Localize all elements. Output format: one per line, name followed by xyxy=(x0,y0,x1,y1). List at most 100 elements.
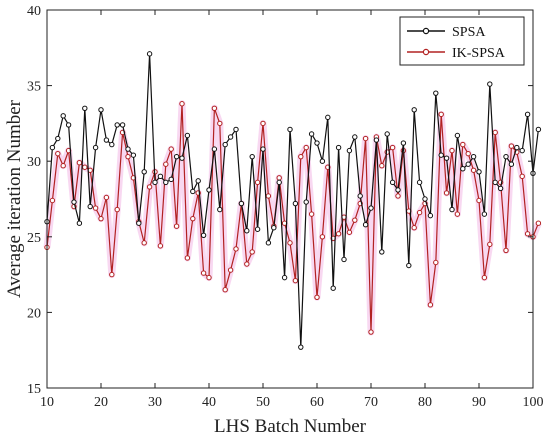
data-point-ik-spsa xyxy=(206,274,212,281)
series-spsa xyxy=(44,51,542,350)
data-point-spsa xyxy=(87,203,93,210)
x-tick-label: 50 xyxy=(256,395,270,410)
legend: SPSA IK-SPSA xyxy=(399,16,525,66)
data-point-spsa xyxy=(384,131,390,137)
series-layer xyxy=(44,51,542,350)
data-point-spsa xyxy=(535,126,542,133)
data-point-spsa xyxy=(492,179,498,186)
x-tick-label: 30 xyxy=(148,395,162,410)
data-point-ik-spsa xyxy=(460,141,466,148)
data-point-ik-spsa xyxy=(481,274,488,281)
data-point-spsa xyxy=(222,141,228,148)
data-point-ik-spsa xyxy=(60,163,66,169)
data-point-ik-spsa xyxy=(179,101,185,107)
data-point-spsa xyxy=(168,176,174,183)
data-point-spsa xyxy=(227,134,234,140)
data-point-spsa xyxy=(524,111,531,118)
y-tick-label: 30 xyxy=(27,155,41,170)
data-point-spsa xyxy=(82,105,88,111)
data-point-spsa xyxy=(481,211,488,217)
y-tick-label: 25 xyxy=(27,231,41,246)
data-point-spsa xyxy=(519,147,525,154)
y-axis-title: Average iteration Number xyxy=(4,99,25,298)
data-point-spsa xyxy=(238,200,245,207)
series-ik-spsa xyxy=(44,101,542,335)
data-point-spsa xyxy=(173,153,180,160)
data-point-ik-spsa xyxy=(125,153,131,160)
data-point-ik-spsa xyxy=(211,105,218,111)
data-point-spsa xyxy=(422,196,428,202)
data-point-spsa xyxy=(217,206,223,213)
x-tick-label: 100 xyxy=(523,395,544,410)
data-point-spsa xyxy=(211,146,218,152)
data-point-spsa xyxy=(379,249,385,255)
data-point-spsa xyxy=(416,179,423,186)
data-point-spsa xyxy=(389,179,396,186)
legend-marker-ik-spsa xyxy=(422,48,430,56)
data-point-spsa xyxy=(325,114,331,121)
data-point-spsa xyxy=(373,137,380,143)
data-point-ik-spsa xyxy=(492,129,498,136)
data-point-ik-spsa xyxy=(308,211,315,217)
data-point-spsa xyxy=(406,262,412,269)
data-point-ik-spsa xyxy=(470,167,477,173)
data-point-ik-spsa xyxy=(146,184,153,190)
data-point-ik-spsa xyxy=(465,150,471,157)
data-point-ik-spsa xyxy=(524,231,531,237)
data-point-ik-spsa xyxy=(184,255,191,261)
data-point-ik-spsa xyxy=(368,329,374,335)
data-point-ik-spsa xyxy=(449,147,455,154)
data-point-spsa xyxy=(281,274,288,281)
data-point-spsa xyxy=(98,107,104,113)
data-point-ik-spsa xyxy=(109,271,115,278)
data-point-spsa xyxy=(109,141,115,148)
data-point-ik-spsa xyxy=(379,163,385,169)
data-point-ik-spsa xyxy=(454,211,461,217)
data-point-spsa xyxy=(460,166,466,172)
data-point-spsa xyxy=(92,144,99,151)
legend-marker-spsa xyxy=(422,27,430,35)
data-point-ik-spsa xyxy=(157,243,164,249)
x-tick-label: 20 xyxy=(94,395,108,410)
x-tick-label: 80 xyxy=(418,395,432,410)
data-point-ik-spsa xyxy=(433,259,439,266)
data-point-spsa xyxy=(60,113,66,119)
series-line-ik-spsa xyxy=(46,103,539,333)
data-point-spsa xyxy=(76,220,83,226)
data-point-ik-spsa xyxy=(141,240,147,246)
data-point-spsa xyxy=(400,140,407,146)
x-tick-label: 90 xyxy=(472,395,486,410)
data-point-ik-spsa xyxy=(92,205,99,211)
data-point-ik-spsa xyxy=(254,179,261,186)
legend-label-spsa: SPSA xyxy=(452,25,486,40)
data-point-spsa xyxy=(411,107,417,113)
data-point-ik-spsa xyxy=(487,241,493,248)
data-point-ik-spsa xyxy=(114,206,120,213)
data-point-spsa xyxy=(508,161,515,167)
data-point-spsa xyxy=(254,226,261,232)
data-point-spsa xyxy=(303,199,309,205)
data-point-ik-spsa xyxy=(222,287,228,293)
data-point-spsa xyxy=(119,122,126,128)
data-point-spsa xyxy=(146,51,153,57)
data-point-ik-spsa xyxy=(476,197,482,204)
data-point-ik-spsa xyxy=(503,247,509,254)
data-point-spsa xyxy=(114,122,120,128)
data-point-ik-spsa xyxy=(346,229,353,235)
data-point-ik-spsa xyxy=(190,215,196,222)
data-point-spsa xyxy=(260,146,266,152)
data-point-spsa xyxy=(195,178,201,184)
data-point-ik-spsa xyxy=(411,225,417,231)
data-point-spsa xyxy=(449,206,455,213)
data-point-spsa xyxy=(249,153,255,160)
data-point-spsa xyxy=(55,135,61,142)
data-point-spsa xyxy=(314,140,320,146)
data-point-ik-spsa xyxy=(260,120,266,127)
data-point-ik-spsa xyxy=(416,209,423,216)
data-point-spsa xyxy=(271,225,277,231)
legend-label-ik-spsa: IK-SPSA xyxy=(452,46,506,61)
data-point-spsa xyxy=(443,155,450,161)
data-point-spsa xyxy=(362,222,369,228)
data-point-spsa xyxy=(200,232,207,238)
data-point-spsa xyxy=(357,193,363,199)
